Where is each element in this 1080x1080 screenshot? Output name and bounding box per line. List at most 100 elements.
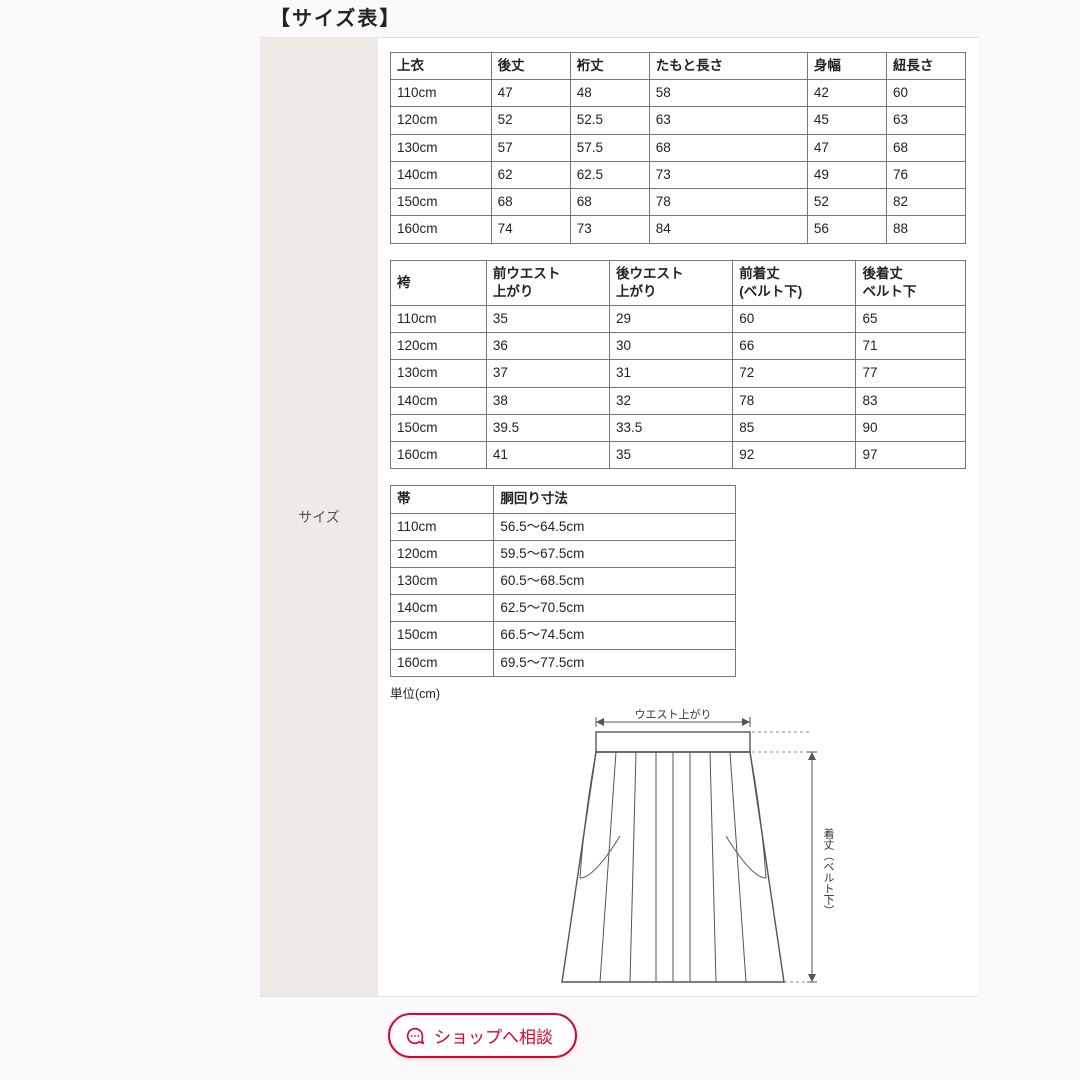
table-row: 140cm62.5～70.5cm bbox=[391, 595, 736, 622]
table-cell: 90 bbox=[856, 414, 966, 441]
table-cell: 130cm bbox=[391, 360, 487, 387]
table-row: 140cm38327883 bbox=[391, 387, 966, 414]
table-cell: 60 bbox=[733, 305, 856, 332]
table-header: 裄丈 bbox=[570, 53, 649, 80]
table-row: 160cm69.5～77.5cm bbox=[391, 649, 736, 676]
table-cell: 65 bbox=[856, 305, 966, 332]
table-cell: 69.5～77.5cm bbox=[494, 649, 735, 676]
size-section: サイズ 上衣後丈裄丈たもと長さ身幅紐長さ 110cm4748584260120c… bbox=[260, 37, 980, 997]
table-cell: 33.5 bbox=[610, 414, 733, 441]
size-label: サイズ bbox=[298, 507, 340, 527]
consult-shop-label: ショップへ相談 bbox=[434, 1023, 553, 1048]
table-cell: 110cm bbox=[391, 513, 494, 540]
table-cell: 39.5 bbox=[486, 414, 609, 441]
table-cell: 66.5～74.5cm bbox=[494, 622, 735, 649]
table-row: 160cm41359297 bbox=[391, 442, 966, 469]
table-cell: 45 bbox=[807, 107, 886, 134]
table-row: 110cm56.5～64.5cm bbox=[391, 513, 736, 540]
table-cell: 42 bbox=[807, 80, 886, 107]
table-row: 110cm35296065 bbox=[391, 305, 966, 332]
table-cell: 160cm bbox=[391, 216, 492, 243]
table-cell: 32 bbox=[610, 387, 733, 414]
table-cell: 83 bbox=[856, 387, 966, 414]
table-cell: 150cm bbox=[391, 414, 487, 441]
table-cell: 160cm bbox=[391, 649, 494, 676]
table-cell: 74 bbox=[491, 216, 570, 243]
table-header: 後ウエスト上がり bbox=[610, 260, 733, 305]
table-cell: 63 bbox=[649, 107, 807, 134]
table-header: 紐長さ bbox=[886, 53, 965, 80]
table-row: 150cm39.533.58590 bbox=[391, 414, 966, 441]
table-cell: 68 bbox=[491, 189, 570, 216]
table-header: たもと長さ bbox=[649, 53, 807, 80]
table-header: 上衣 bbox=[391, 53, 492, 80]
table-cell: 84 bbox=[649, 216, 807, 243]
table-cell: 97 bbox=[856, 442, 966, 469]
hakama-diagram: ウエスト上がり 着丈（ベルト下） bbox=[498, 708, 858, 988]
diagram-waist-label: ウエスト上がり bbox=[635, 708, 712, 721]
diagram-length-label: 着丈（ベルト下） bbox=[822, 826, 835, 915]
table-cell: 35 bbox=[610, 442, 733, 469]
table-row: 140cm6262.5734976 bbox=[391, 161, 966, 188]
table-cell: 73 bbox=[570, 216, 649, 243]
table-cell: 47 bbox=[807, 134, 886, 161]
table-cell: 30 bbox=[610, 333, 733, 360]
table-cell: 29 bbox=[610, 305, 733, 332]
table-cell: 58 bbox=[649, 80, 807, 107]
table-header: 後丈 bbox=[491, 53, 570, 80]
table-cell: 60 bbox=[886, 80, 965, 107]
table-cell: 72 bbox=[733, 360, 856, 387]
table-row: 120cm59.5～67.5cm bbox=[391, 540, 736, 567]
table-row: 160cm7473845688 bbox=[391, 216, 966, 243]
table-header: 後着丈ベルト下 bbox=[856, 260, 966, 305]
unit-note: 単位(cm) bbox=[390, 683, 966, 702]
table-cell: 49 bbox=[807, 161, 886, 188]
table-header: 袴 bbox=[391, 260, 487, 305]
table-cell: 38 bbox=[486, 387, 609, 414]
table-cell: 68 bbox=[649, 134, 807, 161]
table-cell: 36 bbox=[486, 333, 609, 360]
obi-table: 帯胴回り寸法 110cm56.5～64.5cm120cm59.5～67.5cm1… bbox=[390, 485, 736, 677]
section-heading: 【サイズ表】 bbox=[270, 0, 980, 37]
table-cell: 62.5 bbox=[570, 161, 649, 188]
table-row: 120cm36306671 bbox=[391, 333, 966, 360]
table-cell: 130cm bbox=[391, 134, 492, 161]
chat-icon bbox=[404, 1025, 426, 1047]
table-cell: 71 bbox=[856, 333, 966, 360]
table-cell: 140cm bbox=[391, 387, 487, 414]
table-header: 胴回り寸法 bbox=[494, 486, 735, 513]
table-cell: 59.5～67.5cm bbox=[494, 540, 735, 567]
table-header: 身幅 bbox=[807, 53, 886, 80]
table-cell: 73 bbox=[649, 161, 807, 188]
table-row: 130cm5757.5684768 bbox=[391, 134, 966, 161]
table-cell: 48 bbox=[570, 80, 649, 107]
table-cell: 82 bbox=[886, 189, 965, 216]
table-cell: 120cm bbox=[391, 540, 494, 567]
table-cell: 52 bbox=[491, 107, 570, 134]
table-cell: 92 bbox=[733, 442, 856, 469]
table-cell: 76 bbox=[886, 161, 965, 188]
table-cell: 37 bbox=[486, 360, 609, 387]
size-label-cell: サイズ bbox=[260, 38, 378, 997]
table-cell: 62 bbox=[491, 161, 570, 188]
table-cell: 31 bbox=[610, 360, 733, 387]
table-row: 120cm5252.5634563 bbox=[391, 107, 966, 134]
table-cell: 78 bbox=[733, 387, 856, 414]
table-cell: 68 bbox=[570, 189, 649, 216]
table-header: 前ウエスト上がり bbox=[486, 260, 609, 305]
uwagi-table: 上衣後丈裄丈たもと長さ身幅紐長さ 110cm4748584260120cm525… bbox=[390, 52, 966, 244]
table-cell: 120cm bbox=[391, 333, 487, 360]
table-row: 110cm4748584260 bbox=[391, 80, 966, 107]
table-cell: 140cm bbox=[391, 595, 494, 622]
table-cell: 88 bbox=[886, 216, 965, 243]
table-cell: 56.5～64.5cm bbox=[494, 513, 735, 540]
table-cell: 57.5 bbox=[570, 134, 649, 161]
table-cell: 110cm bbox=[391, 80, 492, 107]
table-cell: 52 bbox=[807, 189, 886, 216]
table-row: 150cm66.5～74.5cm bbox=[391, 622, 736, 649]
table-cell: 60.5～68.5cm bbox=[494, 567, 735, 594]
table-cell: 120cm bbox=[391, 107, 492, 134]
table-cell: 47 bbox=[491, 80, 570, 107]
table-cell: 57 bbox=[491, 134, 570, 161]
consult-shop-button[interactable]: ショップへ相談 bbox=[388, 1013, 577, 1058]
